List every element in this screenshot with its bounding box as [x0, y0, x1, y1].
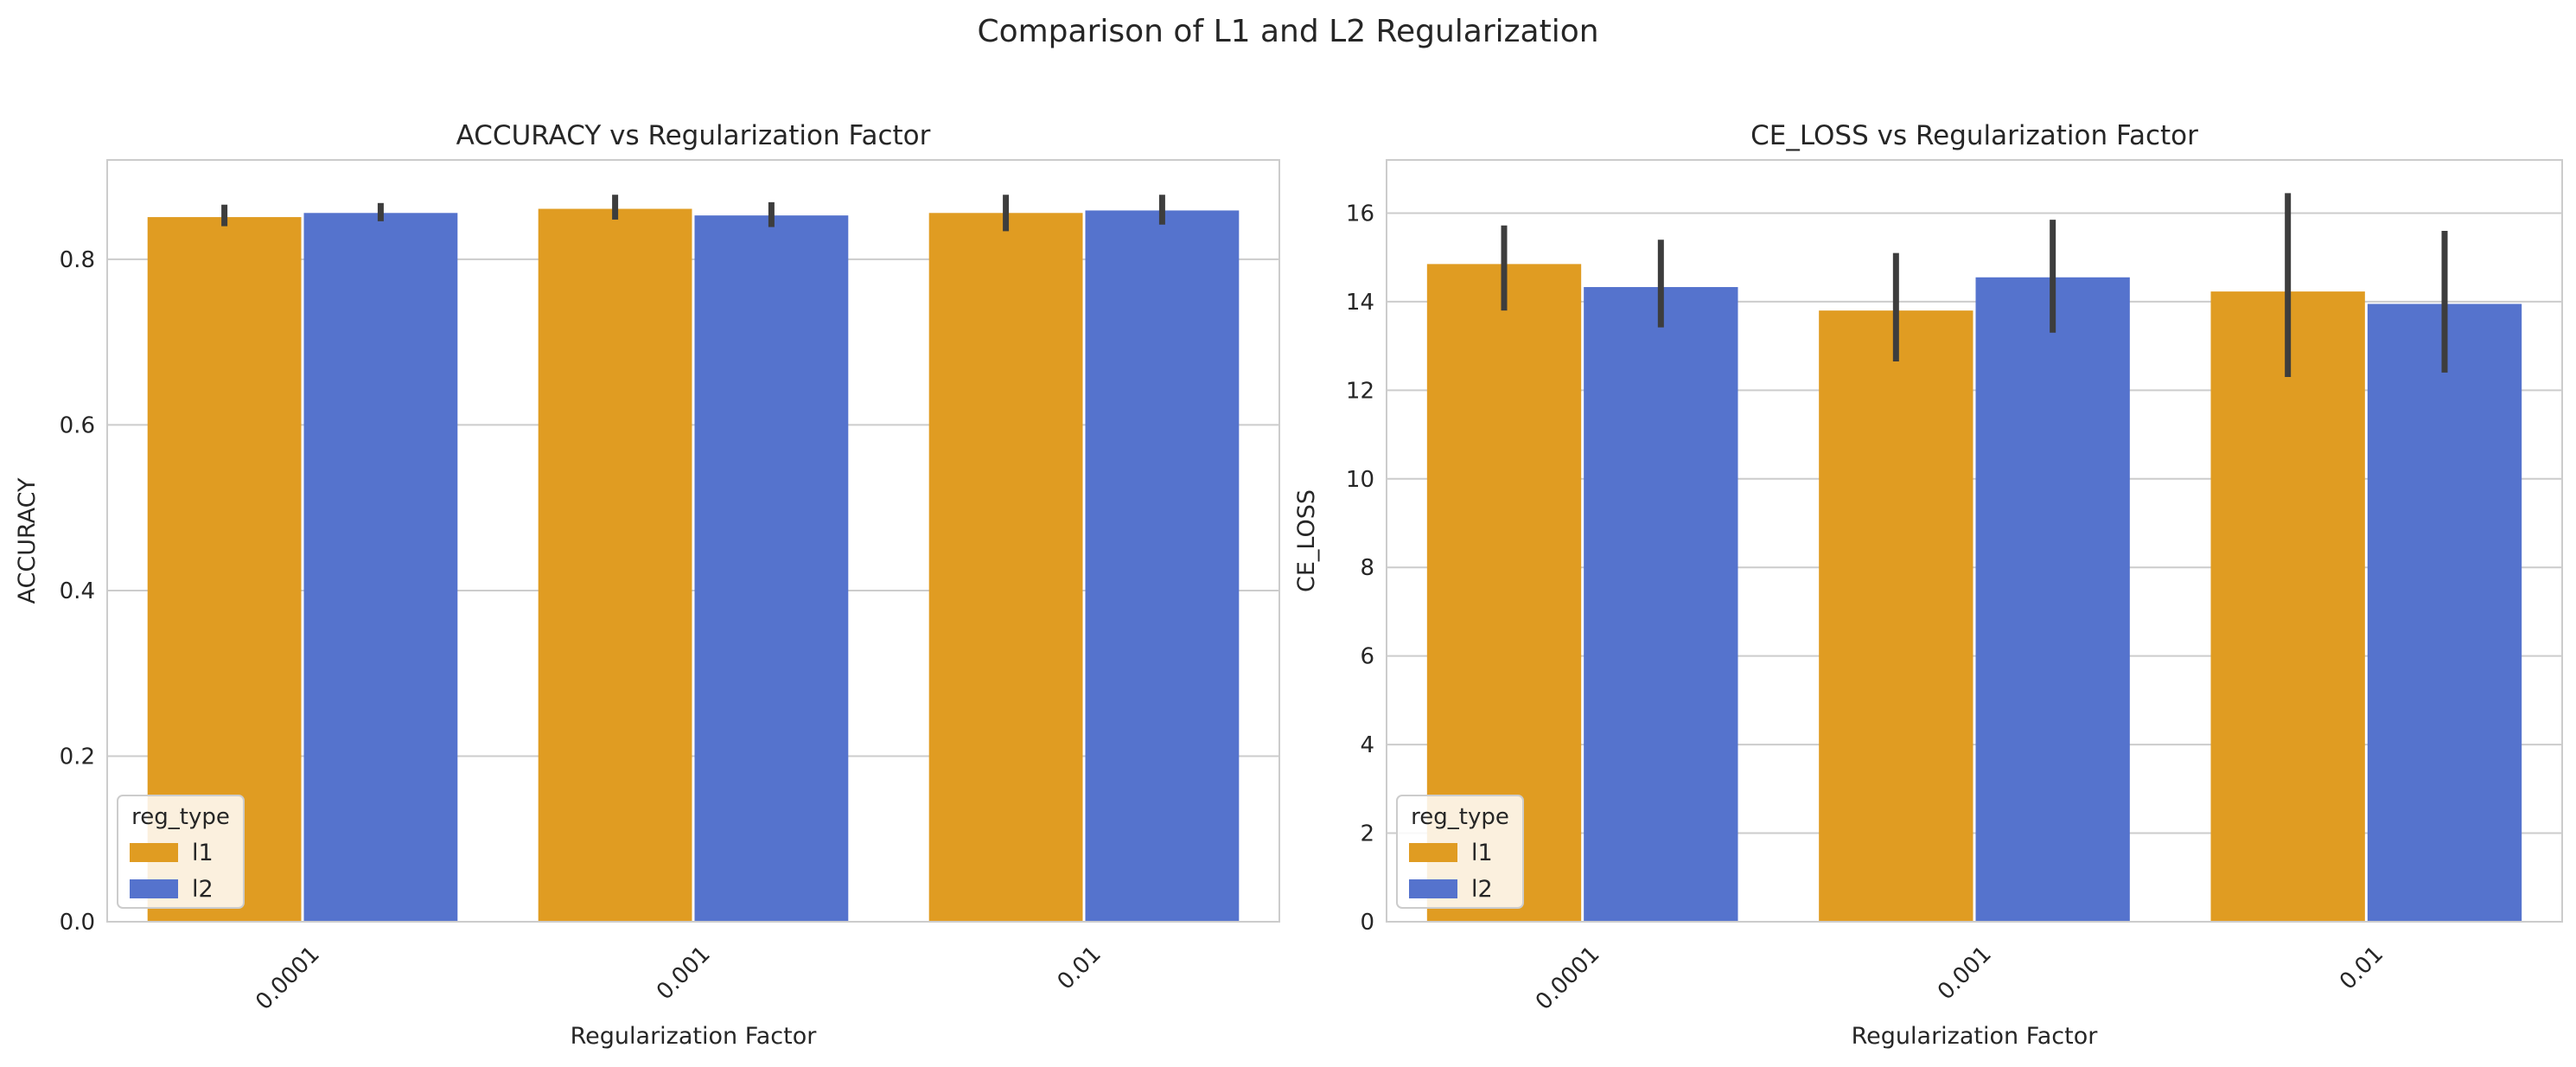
chart-1-ytick-label: 2 — [1360, 821, 1374, 847]
chart-1-ytick-label: 4 — [1360, 732, 1374, 758]
chart-0-bar-l2-0-01 — [1085, 210, 1240, 922]
ce-loss-chart-panel: 0 2 4 6 8 10 12 14 16 0.0001 0.001 0.01 CE_LOSS vs R… — [1293, 120, 2563, 1050]
chart-1-title: CE_LOSS vs Regularization Factor — [1750, 120, 2198, 151]
chart-1-y-axis-label: CE_LOSS — [1293, 489, 1320, 592]
chart-1-x-axis-label: Regularization Factor — [1852, 1023, 2099, 1050]
chart-0-ytick-label: 0.0 — [60, 910, 95, 936]
chart-0-y-axis-label: ACCURACY — [14, 477, 41, 604]
chart-1-plot-frame — [1386, 159, 2563, 923]
chart-1-legend-label-l2: l2 — [1471, 876, 1493, 903]
chart-1-bar-l1-0-001 — [1819, 310, 1973, 923]
chart-1-ytick-label: 10 — [1346, 467, 1374, 493]
chart-1-legend-swatch-l2 — [1409, 879, 1457, 898]
chart-1-bar-l2-0-001 — [1975, 277, 2130, 922]
figure-title: Comparison of L1 and L2 Regularization — [977, 14, 1598, 49]
chart-1-bar-l2-0-01 — [2367, 303, 2522, 922]
chart-0-xtick-label: 0.001 — [652, 942, 716, 1006]
chart-0-xtick-label: 0.0001 — [251, 942, 325, 1016]
chart-0-xtick-label: 0.01 — [1053, 942, 1106, 995]
chart-0-legend: reg_type l1 l2 — [117, 795, 245, 909]
chart-0-bar-l1-0-001 — [538, 208, 692, 923]
chart-1-xtick-label: 0.001 — [1933, 942, 1997, 1006]
chart-1-legend: reg_type l1 l2 — [1396, 795, 1524, 909]
chart-0-ytick-label: 0.4 — [60, 578, 95, 604]
accuracy-chart-panel: 0.0 0.2 0.4 0.6 0.8 0.0001 0.001 0.01 ACCURACY v… — [14, 120, 1280, 1050]
chart-0-bar-l1-0-01 — [928, 213, 1083, 922]
chart-0-bar-l2-0-001 — [694, 215, 849, 922]
chart-0-legend-label-l1: l1 — [192, 840, 214, 866]
chart-0-legend-label-l2: l2 — [192, 876, 214, 903]
chart-0-plot-frame — [106, 159, 1280, 923]
chart-1-ytick-label: 6 — [1360, 644, 1374, 670]
chart-1-legend-label-l1: l1 — [1471, 840, 1493, 866]
chart-0-legend-swatch-l2 — [130, 879, 178, 898]
chart-0-ytick-label: 0.8 — [60, 247, 95, 273]
chart-0-bar-l2-0-0001 — [303, 213, 458, 922]
chart-1-bar-l1-0-01 — [2210, 291, 2365, 922]
chart-1-ytick-label: 14 — [1346, 290, 1374, 316]
chart-1-xtick-label: 0.01 — [2335, 942, 2388, 995]
chart-0-legend-swatch-l1 — [130, 843, 178, 862]
chart-1-legend-title: reg_type — [1411, 804, 1509, 830]
chart-1-ytick-label: 0 — [1360, 910, 1374, 936]
chart-1-xtick-label: 0.0001 — [1531, 942, 1605, 1016]
chart-0-title: ACCURACY vs Regularization Factor — [456, 120, 931, 151]
chart-1-bar-l2-0-0001 — [1584, 287, 1738, 923]
chart-1-ytick-label: 16 — [1346, 201, 1374, 227]
chart-0-ytick-label: 0.2 — [60, 744, 95, 770]
chart-0-legend-title: reg_type — [131, 804, 230, 830]
chart-0-ytick-label: 0.6 — [60, 412, 95, 438]
chart-1-ytick-label: 12 — [1346, 378, 1374, 404]
chart-1-legend-swatch-l1 — [1409, 843, 1457, 862]
chart-1-ytick-label: 8 — [1360, 555, 1374, 581]
chart-0-x-axis-label: Regularization Factor — [571, 1023, 818, 1050]
